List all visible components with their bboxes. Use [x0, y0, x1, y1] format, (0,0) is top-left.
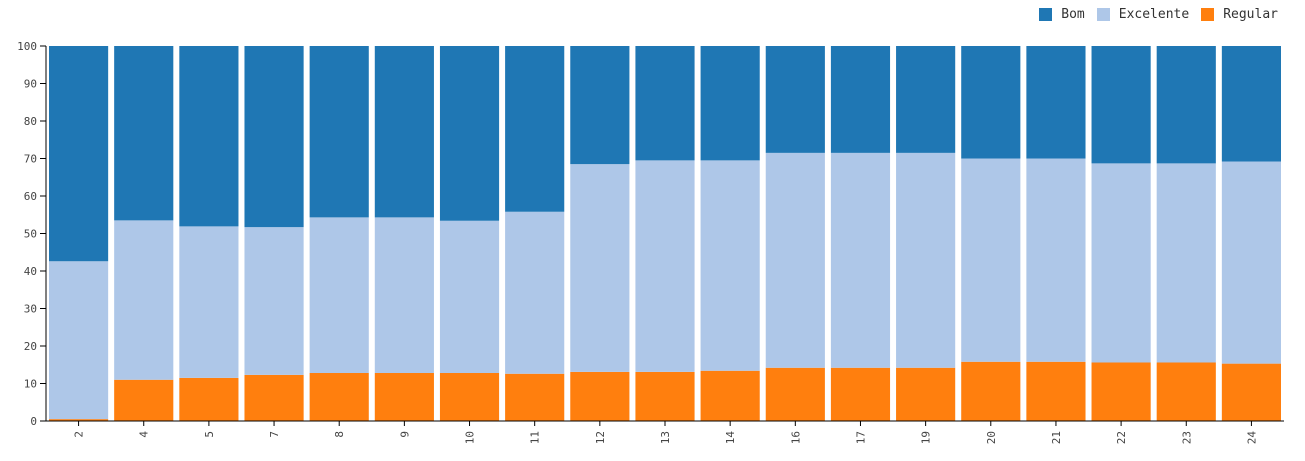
y-tick-label: 90	[24, 78, 37, 91]
x-tick-label: 13	[659, 431, 672, 444]
bar-regular-13[interactable]	[635, 371, 695, 421]
bar-regular-22[interactable]	[1091, 362, 1151, 422]
bar-regular-8[interactable]	[309, 373, 369, 421]
bar-regular-21[interactable]	[1026, 361, 1086, 421]
y-tick-label: 0	[30, 415, 37, 428]
bar-excelente-5[interactable]	[179, 226, 239, 378]
legend-item-bom[interactable]: Bom	[1039, 7, 1085, 22]
bar-regular-10[interactable]	[439, 373, 500, 421]
bar-excelente-23[interactable]	[1156, 163, 1216, 363]
bar-bom-21[interactable]	[1026, 46, 1086, 159]
y-tick-label: 10	[24, 378, 37, 391]
bar-regular-11[interactable]	[505, 373, 565, 421]
x-tick-label: 8	[333, 431, 346, 438]
bar-regular-4[interactable]	[114, 379, 174, 421]
x-tick-label: 12	[594, 431, 607, 444]
x-tick-label: 21	[1050, 431, 1063, 444]
legend-label-excelente: Excelente	[1118, 7, 1190, 22]
bar-regular-5[interactable]	[179, 377, 239, 421]
bar-regular-9[interactable]	[374, 373, 434, 421]
bar-excelente-14[interactable]	[700, 160, 760, 371]
bar-bom-13[interactable]	[635, 46, 695, 161]
bar-regular-2[interactable]	[49, 419, 109, 421]
x-tick-label: 14	[724, 431, 737, 445]
bar-regular-20[interactable]	[961, 361, 1021, 421]
bar-regular-19[interactable]	[896, 367, 956, 421]
x-tick-label: 20	[985, 431, 998, 444]
bar-excelente-2[interactable]	[49, 261, 109, 420]
legend-label-regular: Regular	[1223, 7, 1278, 22]
bar-excelente-11[interactable]	[505, 211, 565, 374]
bar-excelente-13[interactable]	[635, 160, 695, 372]
bar-regular-24[interactable]	[1221, 363, 1281, 421]
legend-swatch-excelente	[1096, 8, 1110, 21]
bar-bom-4[interactable]	[114, 46, 174, 221]
bar-bom-17[interactable]	[830, 46, 891, 153]
y-tick-label: 100	[17, 40, 37, 53]
bar-bom-7[interactable]	[244, 46, 304, 228]
legend-label-bom: Bom	[1061, 7, 1085, 22]
bar-bom-12[interactable]	[570, 46, 630, 165]
x-tick-label: 19	[920, 431, 933, 444]
bar-bom-19[interactable]	[896, 46, 956, 153]
bar-excelente-17[interactable]	[830, 152, 891, 368]
bar-excelente-22[interactable]	[1091, 163, 1151, 363]
bar-excelente-19[interactable]	[896, 152, 956, 368]
bar-excelente-21[interactable]	[1026, 158, 1086, 362]
y-tick-label: 40	[24, 265, 37, 278]
bar-bom-9[interactable]	[374, 46, 434, 218]
x-tick-label: 22	[1115, 431, 1128, 444]
bar-bom-10[interactable]	[439, 46, 500, 221]
bar-bom-5[interactable]	[179, 46, 239, 227]
bar-excelente-4[interactable]	[114, 220, 174, 380]
x-tick-label: 7	[268, 431, 281, 438]
y-tick-label: 50	[24, 228, 37, 241]
x-tick-label: 16	[789, 431, 802, 444]
y-tick-label: 80	[24, 115, 37, 128]
bar-excelente-8[interactable]	[309, 217, 369, 373]
y-tick-label: 30	[24, 303, 37, 316]
x-tick-label: 9	[398, 431, 411, 438]
x-tick-label: 10	[464, 431, 477, 444]
bar-bom-11[interactable]	[505, 46, 565, 212]
bar-bom-8[interactable]	[309, 46, 369, 218]
bar-bom-2[interactable]	[49, 46, 109, 262]
bar-excelente-7[interactable]	[244, 227, 304, 375]
y-tick-label: 70	[24, 153, 37, 166]
bar-regular-23[interactable]	[1156, 362, 1216, 422]
bar-excelente-24[interactable]	[1221, 161, 1281, 364]
bar-regular-12[interactable]	[570, 371, 630, 421]
legend-item-excelente[interactable]: Excelente	[1096, 7, 1190, 22]
bar-bom-23[interactable]	[1156, 46, 1216, 164]
x-tick-label: 11	[529, 431, 542, 444]
legend-swatch-regular	[1201, 8, 1215, 21]
y-tick-label: 60	[24, 190, 37, 203]
x-tick-label: 23	[1180, 431, 1193, 444]
bar-bom-24[interactable]	[1221, 46, 1281, 162]
bar-bom-22[interactable]	[1091, 46, 1151, 164]
bar-bom-16[interactable]	[765, 46, 825, 153]
bar-excelente-9[interactable]	[374, 217, 434, 373]
bar-excelente-10[interactable]	[439, 220, 500, 373]
x-tick-label: 2	[73, 431, 86, 438]
bar-regular-14[interactable]	[700, 370, 760, 421]
legend-swatch-bom	[1039, 8, 1053, 21]
bar-bom-14[interactable]	[700, 46, 760, 161]
x-tick-label: 5	[203, 431, 216, 438]
y-tick-label: 20	[24, 340, 37, 353]
bar-excelente-16[interactable]	[765, 152, 825, 368]
bar-excelente-20[interactable]	[961, 158, 1021, 362]
x-tick-label: 4	[138, 431, 151, 438]
legend-item-regular[interactable]: Regular	[1201, 7, 1278, 22]
bar-excelente-12[interactable]	[570, 164, 630, 372]
bar-regular-17[interactable]	[830, 367, 891, 421]
bar-bom-20[interactable]	[961, 46, 1021, 159]
chart-legend: Bom Excelente Regular	[1027, 7, 1278, 22]
x-tick-label: 24	[1245, 431, 1258, 445]
x-tick-label: 17	[854, 431, 867, 444]
bar-regular-16[interactable]	[765, 367, 825, 421]
bar-regular-7[interactable]	[244, 374, 304, 421]
